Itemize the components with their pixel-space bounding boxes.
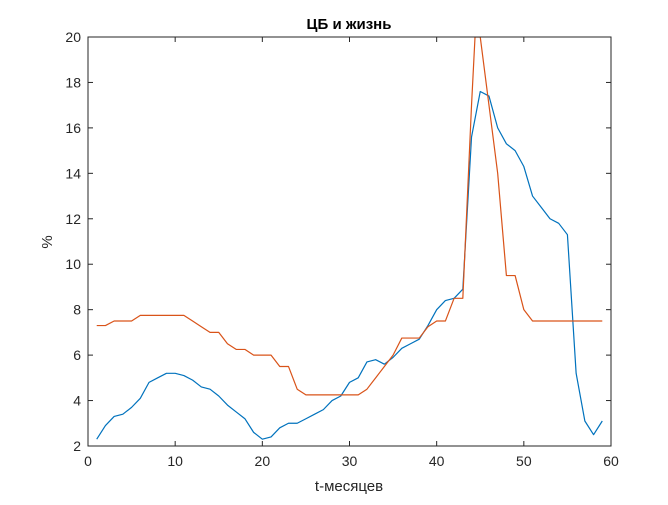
- x-tick-label: 30: [342, 453, 358, 469]
- x-tick-label: 40: [429, 453, 445, 469]
- series-line-1: [96, 90, 603, 440]
- x-tick-label: 0: [84, 453, 92, 469]
- y-tick-label: 6: [73, 347, 81, 363]
- series-line-2: [96, 37, 603, 396]
- plot-area: [96, 37, 603, 440]
- y-tick-label: 12: [65, 211, 81, 227]
- x-tick-label: 10: [167, 453, 183, 469]
- y-tick-label: 4: [73, 393, 81, 409]
- y-tick-label: 20: [65, 29, 81, 45]
- x-tick-label: 20: [255, 453, 271, 469]
- y-tick-label: 10: [65, 256, 81, 272]
- y-tick-label: 8: [73, 302, 81, 318]
- y-tick-label: 18: [65, 74, 81, 90]
- x-tick-label: 50: [516, 453, 532, 469]
- axes: 0 10 20 30 40 50 60 2 4 6 8 10 12 14 16 18 20: [65, 29, 619, 469]
- y-tick-label: 2: [73, 438, 81, 454]
- y-axis-label: %: [39, 235, 56, 248]
- x-tick-label: 60: [603, 453, 619, 469]
- y-tick-label: 14: [65, 165, 81, 181]
- x-axis-label: t-месяцев: [315, 478, 383, 495]
- y-tick-label: 16: [65, 120, 81, 136]
- chart-title: ЦБ и жизнь: [307, 16, 392, 33]
